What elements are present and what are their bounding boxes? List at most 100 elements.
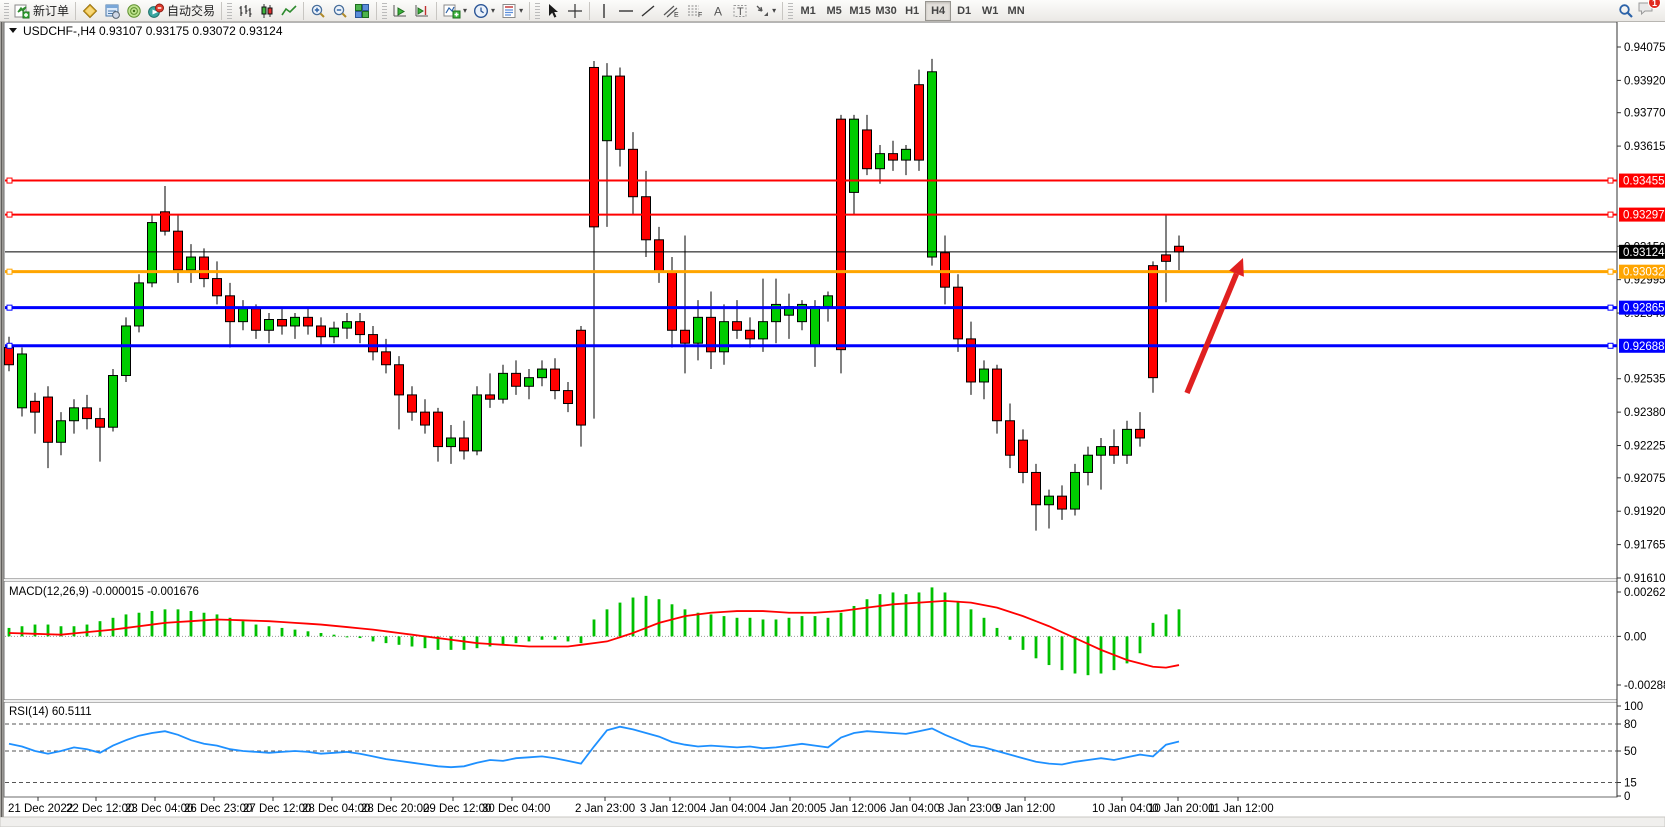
time-axis-label: 26 Dec 23:00 bbox=[184, 803, 252, 815]
timeframe-d1-button[interactable]: D1 bbox=[957, 4, 972, 17]
tile-windows-button[interactable] bbox=[351, 1, 373, 21]
toolbar-grip[interactable] bbox=[535, 2, 541, 19]
pane-separator[interactable] bbox=[4, 579, 1617, 581]
support-line-2[interactable]: 0.92688 bbox=[5, 338, 1665, 353]
market-watch-button[interactable] bbox=[79, 1, 101, 21]
line-chart-button[interactable] bbox=[278, 1, 300, 21]
macd-histogram-bar bbox=[33, 624, 37, 637]
periods-dropdown-caret[interactable]: ▾ bbox=[491, 6, 496, 15]
autotrading-button[interactable]: 自动交易 bbox=[145, 1, 218, 21]
candle-bear bbox=[940, 252, 950, 288]
candle-bear bbox=[1135, 428, 1145, 439]
arrows-dropdown-caret[interactable]: ▾ bbox=[772, 6, 777, 15]
data-window-button[interactable] bbox=[101, 1, 123, 21]
candle-bear bbox=[160, 211, 170, 232]
toolbar-grip[interactable] bbox=[382, 2, 388, 19]
notifications-button[interactable]: 1 bbox=[1637, 0, 1661, 21]
timeframe-mn-button[interactable]: MN bbox=[1007, 4, 1025, 17]
macd-histogram-bar bbox=[449, 636, 453, 650]
arrows-button[interactable]: ▾ bbox=[751, 1, 779, 21]
candle-bear bbox=[277, 319, 287, 327]
vertical-line-button[interactable] bbox=[593, 1, 615, 21]
toolbar-grip[interactable] bbox=[227, 2, 233, 19]
trend-arrow[interactable] bbox=[1184, 258, 1244, 395]
templates-dropdown-caret[interactable]: ▾ bbox=[519, 6, 524, 15]
candle-bull bbox=[186, 256, 196, 271]
horizontal-line-button[interactable] bbox=[615, 1, 637, 21]
search-icon bbox=[1619, 3, 1633, 18]
autoscroll-button[interactable] bbox=[389, 1, 411, 21]
time-axis-label: 2 Jan 23:00 bbox=[575, 803, 635, 815]
price-tick-label: 0.93615 bbox=[1624, 141, 1665, 153]
macd-histogram-bar bbox=[800, 616, 804, 637]
text-button[interactable]: A bbox=[707, 1, 729, 21]
indicators-dropdown-caret[interactable]: ▾ bbox=[463, 6, 468, 15]
support-line-1[interactable]: 0.92865 bbox=[5, 300, 1665, 315]
macd-histogram-bar bbox=[7, 627, 11, 637]
candle-bear bbox=[563, 390, 573, 405]
navigator-button[interactable] bbox=[123, 1, 145, 21]
zoom-in-icon bbox=[311, 4, 325, 18]
candle-bull bbox=[693, 316, 703, 344]
timeframe-m30-button[interactable]: M30 bbox=[875, 4, 897, 17]
macd-histogram-bar bbox=[774, 619, 778, 637]
macd-histogram-bar bbox=[878, 594, 882, 637]
trendline-button[interactable] bbox=[637, 1, 659, 21]
macd-histogram-bar bbox=[930, 587, 934, 637]
chart-shift-button[interactable] bbox=[411, 1, 433, 21]
candle-bull bbox=[758, 321, 768, 340]
candle-bull bbox=[329, 327, 339, 338]
templates-button[interactable]: ▾ bbox=[498, 1, 526, 21]
zoom-out-button[interactable] bbox=[329, 1, 351, 21]
macd-histogram-bar bbox=[358, 636, 362, 639]
toolbar-grip[interactable] bbox=[788, 2, 794, 19]
pivot-line[interactable]: 0.93032 bbox=[5, 264, 1665, 279]
fibonacci-button[interactable]: F bbox=[683, 1, 707, 21]
chart-shift-icon bbox=[415, 4, 429, 16]
hline-price-label: 0.93455 bbox=[1623, 176, 1665, 188]
candle-bull bbox=[849, 118, 859, 193]
macd-histogram-bar bbox=[956, 600, 960, 637]
resistance-line-2[interactable]: 0.93297 bbox=[5, 207, 1665, 222]
svg-text:T: T bbox=[737, 6, 744, 18]
indicators-icon bbox=[443, 4, 461, 18]
resistance-line-1[interactable]: 0.93455 bbox=[5, 173, 1665, 188]
candle-bear bbox=[1018, 439, 1028, 473]
macd-histogram-bar bbox=[501, 636, 505, 645]
zoom-in-button[interactable] bbox=[307, 1, 329, 21]
timeframe-m1-button[interactable]: M1 bbox=[800, 4, 816, 17]
autoscroll-icon bbox=[393, 4, 407, 16]
macd-histogram-bar bbox=[891, 592, 895, 637]
candle-bear bbox=[1031, 471, 1041, 506]
equidistant-channel-button[interactable]: E bbox=[659, 1, 683, 21]
candle-bull bbox=[823, 295, 833, 308]
bar-chart-button[interactable] bbox=[234, 1, 256, 21]
macd-histogram-bar bbox=[137, 612, 141, 637]
toolbar-separator bbox=[529, 1, 531, 20]
pane-separator[interactable] bbox=[4, 700, 1617, 702]
text-label-button[interactable]: T bbox=[729, 1, 751, 21]
periods-button[interactable]: ▾ bbox=[470, 1, 498, 21]
crosshair-button[interactable] bbox=[564, 1, 586, 21]
candle-bear bbox=[303, 316, 313, 327]
timeframe-m5-button[interactable]: M5 bbox=[826, 4, 842, 17]
candle-chart-button[interactable] bbox=[256, 1, 278, 21]
timeframe-m15-button[interactable]: M15 bbox=[849, 4, 871, 17]
time-axis-label: 11 Jan 12:00 bbox=[1208, 803, 1274, 815]
chart-title-caret[interactable] bbox=[9, 28, 17, 33]
cursor-button[interactable] bbox=[542, 1, 564, 21]
macd-histogram-bar bbox=[1151, 622, 1155, 637]
time-axis-label: 28 Dec 20:00 bbox=[361, 803, 429, 815]
rsi-axis-label: 0 bbox=[1624, 791, 1630, 803]
macd-histogram-bar bbox=[566, 636, 570, 642]
search-button[interactable] bbox=[1615, 1, 1637, 21]
timeframe-h4-button[interactable]: H4 bbox=[925, 0, 952, 21]
timeframe-h1-button[interactable]: H1 bbox=[905, 4, 920, 17]
indicators-button[interactable]: ▾ bbox=[440, 1, 470, 21]
line-chart-icon bbox=[281, 4, 297, 15]
timeframe-w1-button[interactable]: W1 bbox=[981, 4, 999, 17]
new-order-button[interactable]: 新订单 bbox=[11, 1, 72, 21]
toolbar-grip[interactable] bbox=[4, 2, 9, 19]
